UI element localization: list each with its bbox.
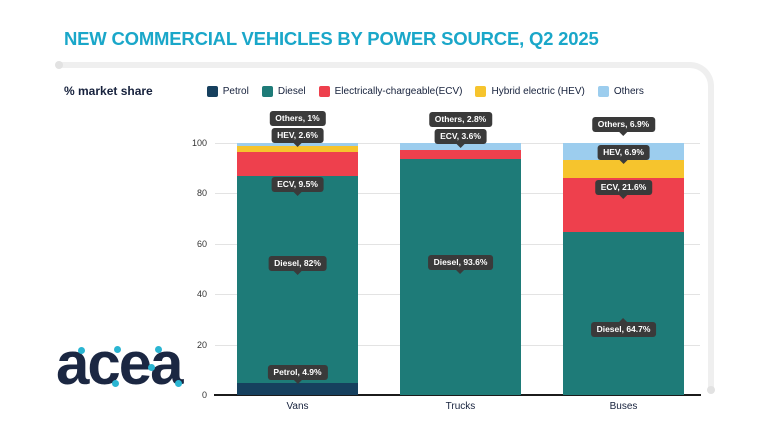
data-label-pointer (619, 132, 628, 137)
y-axis-tick-label: 80 (196, 188, 207, 199)
data-label-pointer (619, 195, 628, 200)
data-label: HEV, 2.6% (271, 128, 324, 148)
legend-swatch-icon (206, 85, 218, 97)
legend-label: Diesel (277, 85, 306, 97)
data-label: Others, 2.8% (428, 112, 493, 128)
bar-segment-hybrid-electric-hev- (563, 160, 684, 178)
decorative-border-cap-end (707, 386, 715, 394)
acea-logo: acea (56, 330, 188, 397)
decorative-border (58, 62, 714, 392)
acea-logo-text: acea (56, 330, 183, 397)
legend-item: Petrol (206, 85, 249, 97)
x-axis-line (214, 394, 701, 396)
bar-segment-petrol (237, 382, 358, 395)
y-axis-tick-label: 100 (191, 138, 207, 148)
axis-unit-label: % market share (64, 84, 153, 98)
logo-dot-icon (114, 346, 121, 353)
legend-item: Hybrid electric (HEV) (475, 85, 585, 97)
chart-title: NEW COMMERCIAL VEHICLES BY POWER SOURCE,… (64, 28, 599, 49)
data-label: Diesel, 93.6% (427, 255, 494, 275)
legend-label: Petrol (222, 85, 249, 97)
data-label: HEV, 6.9% (597, 145, 650, 165)
x-axis-category-label: Buses (609, 401, 638, 412)
legend-swatch-icon (318, 85, 330, 97)
data-label-pointer (619, 160, 628, 165)
data-label-pointer (456, 144, 465, 149)
logo-dot-icon (112, 380, 119, 387)
x-axis-category-label: Vans (286, 401, 309, 412)
bar-segment-electrically-chargeable-ecv- (400, 150, 521, 160)
data-label: Petrol, 4.9% (267, 365, 328, 385)
data-label: Others, 6.9% (591, 117, 656, 137)
data-label-pointer (619, 318, 628, 322)
legend-label: Others (613, 85, 644, 97)
legend-swatch-icon (475, 85, 487, 97)
y-axis-tick-label: 60 (196, 238, 207, 249)
legend-item: Electrically-chargeable(ECV) (318, 85, 463, 97)
logo-dot-icon (155, 346, 162, 353)
legend-item: Others (597, 85, 644, 97)
data-label: Others, 1% (269, 111, 326, 127)
data-label-pointer (293, 380, 302, 385)
data-label-pointer (293, 271, 302, 276)
legend-swatch-icon (261, 85, 273, 97)
bar-segment-hybrid-electric-hev- (237, 145, 358, 153)
logo-dot-icon (148, 364, 155, 371)
data-label-pointer (293, 143, 302, 148)
bar-segment-diesel (400, 159, 521, 395)
bar-segment-diesel (563, 231, 684, 395)
y-axis-tick-label: 0 (201, 390, 207, 400)
bar-segment-electrically-chargeable-ecv- (237, 152, 358, 176)
legend-swatch-icon (597, 85, 609, 97)
data-label: ECV, 21.6% (594, 180, 653, 200)
x-axis-category-label: Trucks (445, 401, 476, 412)
data-label: Diesel, 82% (268, 256, 327, 276)
legend: Petrol Diesel Electrically-chargeable(ECV)… (206, 85, 644, 97)
legend-row: % market share Petrol Diesel Electrically-… (64, 83, 704, 99)
data-label: ECV, 3.6% (434, 129, 487, 149)
data-label-pointer (293, 192, 302, 197)
data-label: ECV, 9.5% (271, 177, 324, 197)
y-axis-tick-label: 20 (196, 339, 207, 350)
logo-dot-icon (78, 347, 85, 354)
decorative-border-cap-start (55, 61, 63, 69)
legend-label: Hybrid electric (HEV) (491, 85, 585, 97)
legend-item: Diesel (261, 85, 306, 97)
bar-segment-diesel (237, 176, 358, 383)
y-axis-tick-label: 40 (196, 289, 207, 300)
data-label-pointer (456, 270, 465, 275)
data-label: Diesel, 64.7% (590, 318, 657, 338)
legend-label: Electrically-chargeable(ECV) (334, 85, 463, 97)
logo-dot-icon (175, 380, 182, 387)
